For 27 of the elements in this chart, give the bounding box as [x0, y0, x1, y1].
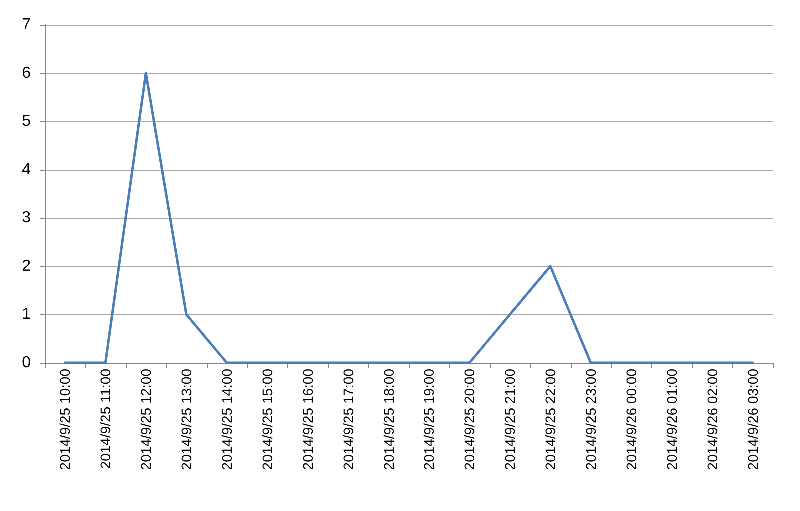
- line-series: [64, 72, 754, 364]
- x-tick-label: 2014/9/25 22:00: [542, 368, 559, 470]
- x-tick-label: 2014/9/25 18:00: [380, 368, 397, 470]
- y-tick-label: 7: [22, 16, 32, 34]
- y-tick-label: 1: [22, 306, 32, 324]
- x-tick-label: 2014/9/25 10:00: [57, 368, 74, 470]
- x-tick-label: 2014/9/25 11:00: [98, 368, 114, 470]
- x-tick-label: 2014/9/25 23:00: [583, 368, 599, 470]
- x-tick-label: 2014/9/26 03:00: [744, 368, 761, 470]
- y-tick-label: 3: [22, 210, 32, 227]
- x-tick-label: 2014/9/25 16:00: [300, 368, 316, 470]
- x-tick-label: 2014/9/26 00:00: [623, 368, 640, 470]
- x-tick-label: 2014/9/25 12:00: [138, 368, 154, 470]
- y-tick-label: 2: [22, 258, 32, 275]
- y-tick-label: 6: [22, 64, 32, 82]
- y-tick-label: 4: [22, 161, 32, 178]
- x-tick-label: 2014/9/25 13:00: [178, 368, 195, 470]
- x-tick-label: 2014/9/25 14:00: [219, 368, 235, 470]
- x-tick-label: 2014/9/26 01:00: [664, 368, 680, 470]
- y-tick-label: 0: [22, 354, 32, 372]
- x-tick-label: 2014/9/25 15:00: [259, 368, 276, 470]
- y-tick-label: 5: [22, 113, 32, 130]
- x-tick-label: 2014/9/25 19:00: [421, 368, 438, 470]
- x-tick-label: 2014/9/25 17:00: [340, 368, 356, 470]
- x-tick-label: 2014/9/25 21:00: [502, 368, 518, 470]
- x-tick-label: 2014/9/25 20:00: [462, 368, 478, 470]
- x-tick-label: 2014/9/26 02:00: [704, 368, 720, 470]
